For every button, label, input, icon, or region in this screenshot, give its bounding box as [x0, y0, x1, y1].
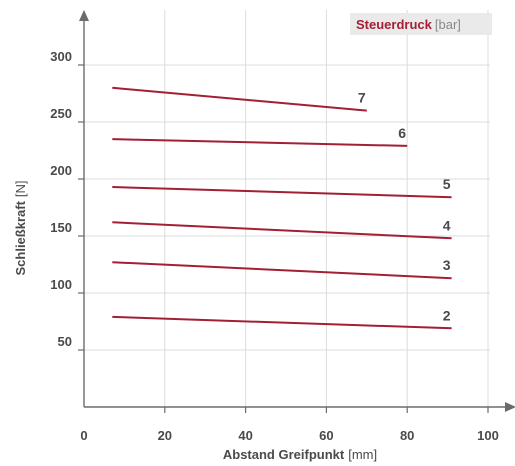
legend-box	[350, 13, 492, 35]
legend-title: Steuerdruck	[356, 17, 433, 32]
grid	[84, 10, 490, 407]
series-line-7	[112, 86, 367, 112]
x-tick-label: 0	[80, 428, 87, 443]
legend-text: Steuerdruck [bar]	[356, 17, 461, 32]
y-axis-label: Schließkraft	[13, 200, 28, 275]
y-axis-arrow-icon	[79, 10, 89, 21]
x-axis-title: Abstand Greifpunkt [mm]	[223, 447, 377, 462]
axes	[79, 10, 515, 412]
series-label-7: 7	[358, 90, 366, 106]
series-label-4: 4	[443, 217, 451, 233]
x-axis-unit: [mm]	[348, 447, 377, 462]
x-tick-label: 60	[319, 428, 333, 443]
series-label-2: 2	[443, 307, 451, 323]
x-tick-label: 40	[238, 428, 252, 443]
y-axis-unit: [N]	[13, 180, 28, 197]
ticks: 0 20 40 60 80 100 50 100 150 200 250 300	[50, 49, 499, 443]
x-tick-label: 80	[400, 428, 414, 443]
legend: Steuerdruck [bar]	[350, 13, 492, 35]
y-tick-label: 200	[50, 163, 72, 178]
series-line-5	[112, 186, 452, 199]
legend-unit: [bar]	[435, 17, 461, 32]
y-tick-label: 250	[50, 106, 72, 121]
y-tick-label: 100	[50, 277, 72, 292]
y-axis-title: Schließkraft [N]	[13, 180, 28, 275]
y-tick-label: 150	[50, 220, 72, 235]
series-label-3: 3	[443, 257, 451, 273]
series-label-5: 5	[443, 176, 451, 192]
series-lines: 7 6 5 4 3 2	[112, 86, 452, 330]
series-line-2	[112, 315, 452, 330]
x-axis-arrow-icon	[505, 402, 515, 412]
series-line-3	[112, 261, 452, 280]
x-axis-label: Abstand Greifpunkt	[223, 447, 345, 462]
series-line-6	[112, 138, 408, 147]
x-tick-label: 20	[158, 428, 172, 443]
series-label-6: 6	[398, 125, 406, 141]
y-tick-label: 300	[50, 49, 72, 64]
y-tick-label: 50	[58, 334, 72, 349]
series-line-4	[112, 221, 452, 240]
x-tick-label: 100	[477, 428, 499, 443]
